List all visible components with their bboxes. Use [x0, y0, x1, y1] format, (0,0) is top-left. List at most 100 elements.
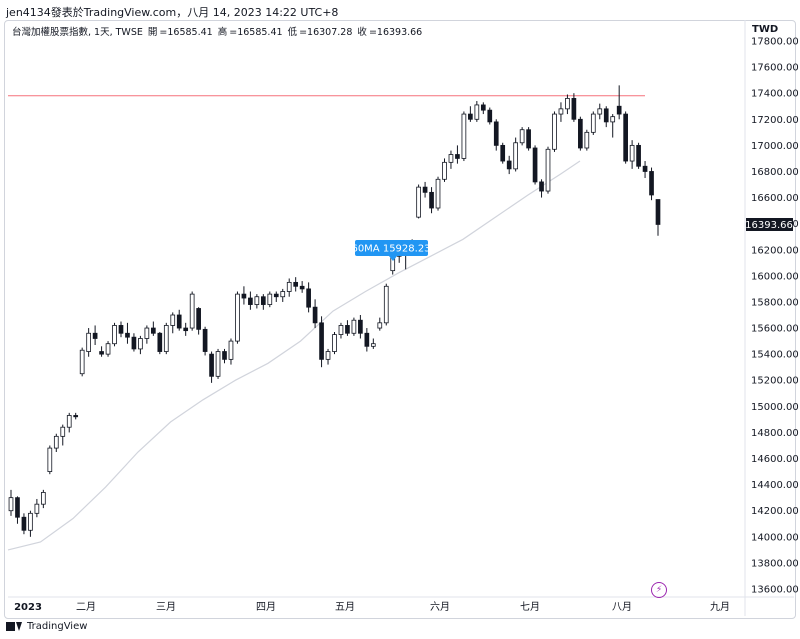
candle[interactable]: [370, 338, 376, 349]
candle[interactable]: [616, 85, 622, 120]
candle[interactable]: [442, 158, 447, 182]
candle[interactable]: [468, 106, 473, 122]
candle[interactable]: [603, 106, 609, 128]
candle[interactable]: [299, 281, 305, 293]
candle[interactable]: [202, 326, 208, 356]
candle[interactable]: [500, 142, 506, 164]
candle[interactable]: [623, 111, 628, 164]
candle[interactable]: [377, 317, 383, 331]
candle[interactable]: [112, 322, 117, 347]
candle[interactable]: [526, 127, 531, 151]
candle[interactable]: [21, 513, 27, 535]
candle[interactable]: [448, 150, 454, 169]
candle[interactable]: [629, 140, 635, 169]
candle[interactable]: [163, 322, 169, 355]
candle[interactable]: [636, 142, 641, 169]
ma60-line[interactable]: [7, 160, 581, 551]
candle[interactable]: [280, 288, 286, 302]
candle[interactable]: [79, 347, 85, 377]
candle[interactable]: [461, 111, 467, 162]
candle[interactable]: [92, 325, 98, 346]
candle[interactable]: [306, 282, 311, 313]
candle[interactable]: [435, 176, 441, 211]
candle[interactable]: [513, 137, 519, 172]
candle[interactable]: [273, 291, 279, 302]
candle[interactable]: [235, 291, 240, 344]
candle[interactable]: [383, 283, 389, 326]
candle[interactable]: [150, 321, 156, 336]
candle[interactable]: [189, 291, 195, 331]
candle[interactable]: [41, 489, 46, 509]
candle[interactable]: [332, 331, 337, 355]
candle[interactable]: [34, 498, 40, 518]
candle[interactable]: [480, 102, 486, 115]
candle[interactable]: [60, 424, 66, 446]
candle[interactable]: [183, 322, 189, 336]
candle[interactable]: [47, 445, 53, 475]
candle[interactable]: [539, 179, 544, 198]
candle[interactable]: [532, 145, 538, 185]
candle[interactable]: [312, 299, 318, 329]
candle[interactable]: [254, 294, 260, 309]
candle[interactable]: [474, 101, 480, 122]
candle[interactable]: [325, 348, 331, 365]
candle[interactable]: [338, 322, 344, 339]
candle[interactable]: [138, 335, 143, 355]
candle[interactable]: [196, 307, 201, 335]
candle[interactable]: [319, 316, 324, 368]
candle[interactable]: [157, 331, 163, 355]
candle[interactable]: [105, 341, 111, 357]
candle[interactable]: [228, 338, 234, 365]
candle[interactable]: [345, 320, 350, 336]
candle[interactable]: [176, 309, 182, 331]
candle[interactable]: [286, 278, 292, 297]
candle[interactable]: [170, 312, 176, 334]
candle[interactable]: [66, 412, 72, 433]
lightning-icon[interactable]: ⚡: [651, 582, 667, 598]
candle[interactable]: [364, 328, 370, 352]
candle[interactable]: [610, 114, 616, 138]
candle[interactable]: [222, 348, 227, 364]
candle[interactable]: [28, 510, 33, 537]
candle[interactable]: [519, 127, 525, 146]
candle[interactable]: [597, 103, 603, 120]
candle[interactable]: [584, 129, 590, 151]
candle[interactable]: [86, 328, 91, 357]
candle[interactable]: [125, 322, 130, 344]
candle[interactable]: [493, 119, 499, 151]
candle[interactable]: [455, 145, 460, 164]
candle[interactable]: [642, 161, 648, 178]
candle[interactable]: [571, 93, 577, 122]
candle[interactable]: [53, 433, 59, 452]
candle[interactable]: [552, 111, 557, 152]
candle[interactable]: [215, 348, 221, 379]
candle[interactable]: [422, 181, 428, 198]
candle[interactable]: [241, 286, 247, 305]
candle[interactable]: [8, 489, 14, 516]
candle[interactable]: [131, 333, 137, 352]
y-axis[interactable]: 13600.00 13800.00 14000.00 14200.00 14400.00…: [8, 20, 799, 616]
candle[interactable]: [558, 102, 564, 122]
currency-label[interactable]: TWD: [752, 24, 779, 35]
candle[interactable]: [351, 317, 357, 336]
candle[interactable]: [487, 107, 493, 125]
candle[interactable]: [260, 294, 266, 310]
candle[interactable]: [118, 321, 124, 338]
candle[interactable]: [99, 346, 104, 357]
candle[interactable]: [565, 94, 570, 115]
candle[interactable]: [655, 199, 661, 236]
candle[interactable]: [293, 277, 299, 292]
candle[interactable]: [209, 351, 214, 383]
candle[interactable]: [416, 184, 421, 219]
candle[interactable]: [545, 146, 551, 194]
candle[interactable]: [144, 325, 150, 344]
candle[interactable]: [267, 291, 273, 308]
candle[interactable]: [73, 412, 79, 420]
candle[interactable]: [358, 315, 363, 339]
candle[interactable]: [15, 496, 20, 524]
x-axis[interactable]: 2023 二月 三月 四月 五月 六月 七月 八月 九月: [14, 601, 730, 613]
candle[interactable]: [248, 291, 253, 310]
candle[interactable]: [649, 167, 654, 201]
candle[interactable]: [578, 116, 583, 151]
